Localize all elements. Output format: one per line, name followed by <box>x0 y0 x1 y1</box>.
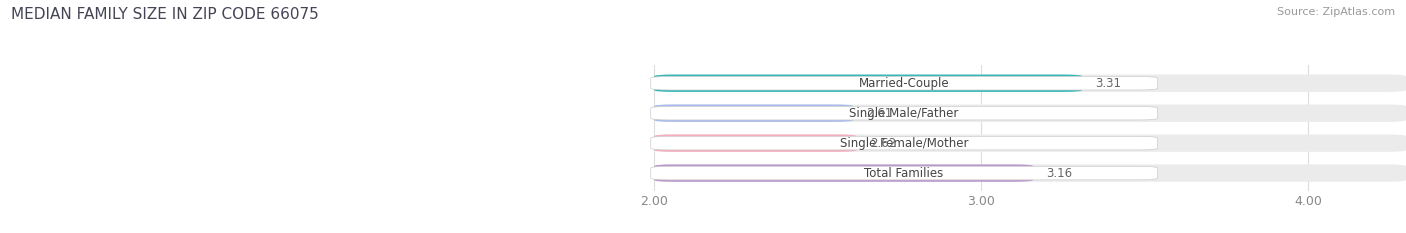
Text: 2.62: 2.62 <box>870 137 896 150</box>
Text: 2.61: 2.61 <box>866 107 893 120</box>
FancyBboxPatch shape <box>654 75 1406 92</box>
FancyBboxPatch shape <box>651 136 1157 150</box>
FancyBboxPatch shape <box>654 134 1406 152</box>
FancyBboxPatch shape <box>654 104 853 122</box>
Text: Single Female/Mother: Single Female/Mother <box>839 137 969 150</box>
FancyBboxPatch shape <box>651 166 1157 180</box>
Text: 3.31: 3.31 <box>1095 77 1122 90</box>
Text: Source: ZipAtlas.com: Source: ZipAtlas.com <box>1277 7 1395 17</box>
FancyBboxPatch shape <box>654 75 1083 92</box>
FancyBboxPatch shape <box>654 164 1033 182</box>
Text: Single Male/Father: Single Male/Father <box>849 107 959 120</box>
FancyBboxPatch shape <box>654 134 856 152</box>
Text: Married-Couple: Married-Couple <box>859 77 949 90</box>
FancyBboxPatch shape <box>651 106 1157 120</box>
FancyBboxPatch shape <box>654 164 1406 182</box>
FancyBboxPatch shape <box>654 104 1406 122</box>
Text: Total Families: Total Families <box>865 167 943 180</box>
Text: 3.16: 3.16 <box>1046 167 1073 180</box>
Text: MEDIAN FAMILY SIZE IN ZIP CODE 66075: MEDIAN FAMILY SIZE IN ZIP CODE 66075 <box>11 7 319 22</box>
FancyBboxPatch shape <box>651 76 1157 90</box>
